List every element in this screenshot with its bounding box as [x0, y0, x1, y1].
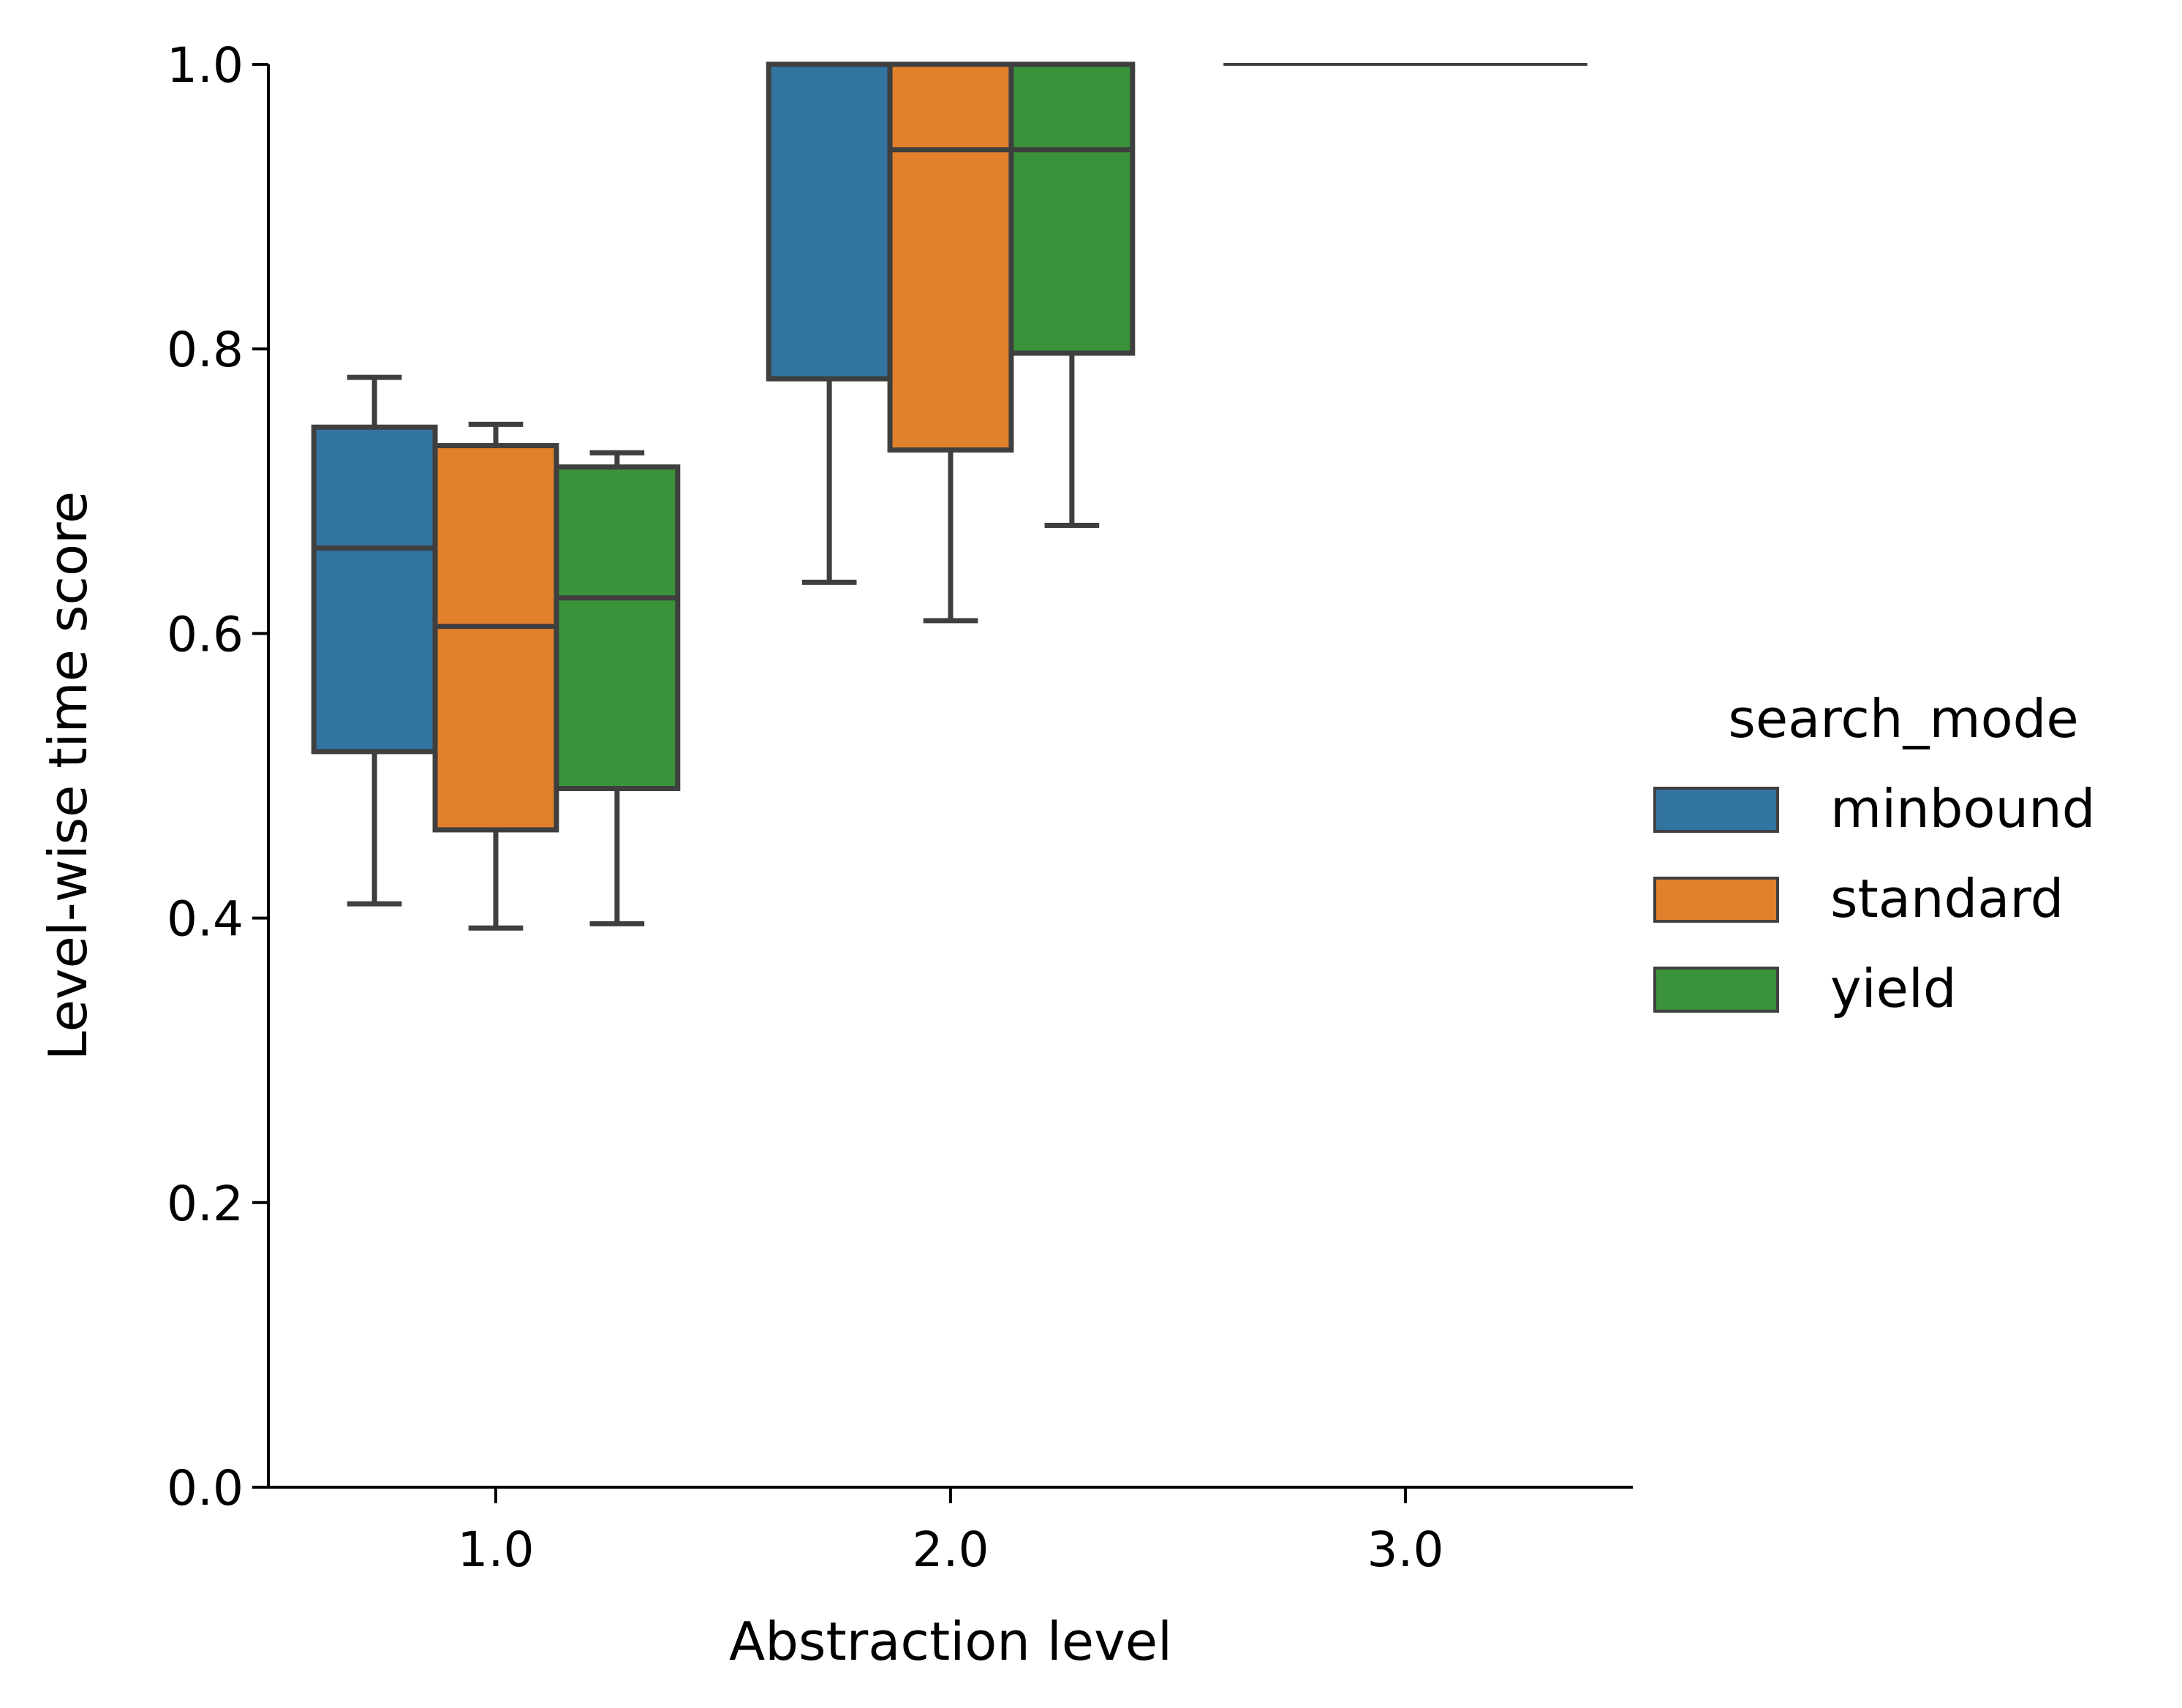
legend-title: search_mode: [1728, 688, 2078, 749]
legend-swatch: [1653, 967, 1779, 1013]
iqr-box: [432, 443, 559, 833]
y-axis-ticks: 0.0 0.2 0.4 0.6 0.8 1.0: [167, 37, 268, 1516]
legend-label: standard: [1830, 868, 2064, 929]
legend-entry-standard: standard: [1653, 868, 2064, 929]
y-tick-label: 0.4: [167, 891, 244, 948]
y-tick-label: 0.8: [167, 322, 244, 378]
y-tick-label: 0.0: [167, 1460, 244, 1516]
legend-swatch: [1653, 787, 1779, 833]
legend-label: minbound: [1830, 778, 2096, 839]
y-axis-label: Level-wise time score: [37, 491, 99, 1061]
iqr-box: [887, 61, 1014, 453]
plot-area: 0.0 0.2 0.4 0.6 0.8 1.0 1.0 2.0 3.0: [167, 37, 1633, 1578]
box-standard: [432, 421, 559, 931]
legend-swatch: [1653, 877, 1779, 923]
box-groups: [311, 61, 1588, 931]
legend-label: yield: [1830, 958, 1957, 1019]
iqr-box: [766, 61, 893, 382]
y-tick-label: 0.2: [167, 1176, 244, 1232]
iqr-box: [1008, 61, 1136, 356]
box-yield: [1008, 61, 1136, 529]
box-minbound: [766, 61, 893, 585]
x-axis-ticks: 1.0 2.0 3.0: [458, 1487, 1444, 1578]
legend-entry-yield: yield: [1653, 958, 1957, 1019]
box-minbound: [311, 374, 438, 907]
box-group-1.0: [311, 374, 681, 931]
iqr-box: [554, 464, 681, 792]
box-group-2.0: [766, 61, 1136, 624]
x-axis-label: Abstraction level: [729, 1611, 1172, 1672]
y-tick-label: 0.6: [167, 606, 244, 662]
x-tick-label: 3.0: [1367, 1522, 1444, 1578]
x-tick-label: 1.0: [458, 1522, 535, 1578]
box-yield: [554, 450, 681, 926]
legend: search_mode minbound standard yield: [1653, 688, 2096, 1019]
legend-entry-minbound: minbound: [1653, 778, 2096, 839]
box-standard: [887, 61, 1014, 624]
y-tick-label: 1.0: [167, 37, 244, 94]
x-tick-label: 2.0: [913, 1522, 989, 1578]
iqr-box: [311, 424, 438, 755]
legend-entries: minbound standard yield: [1653, 778, 2096, 1019]
